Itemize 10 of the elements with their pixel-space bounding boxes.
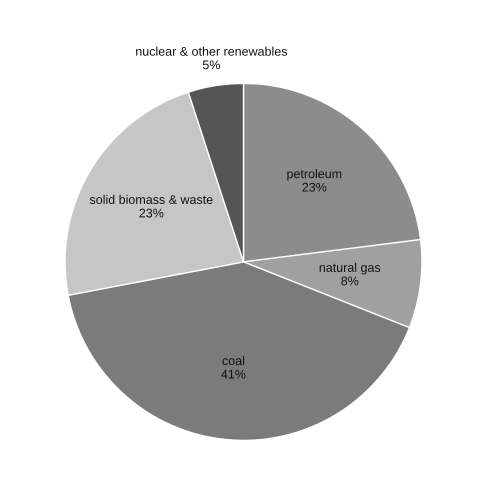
slice-label: nuclear & other renewables (136, 46, 288, 56)
data-label: 41% (221, 370, 246, 379)
data-label: 5% (202, 60, 220, 70)
data-label: 23% (139, 208, 164, 218)
data-label: 23% (302, 182, 326, 192)
slice-label: coal (222, 356, 244, 366)
slice-label: natural gas (320, 262, 380, 274)
data-label: 8% (341, 276, 358, 286)
slice-label: petroleum (287, 169, 342, 181)
slice-label: solid biomass & waste (90, 194, 213, 204)
